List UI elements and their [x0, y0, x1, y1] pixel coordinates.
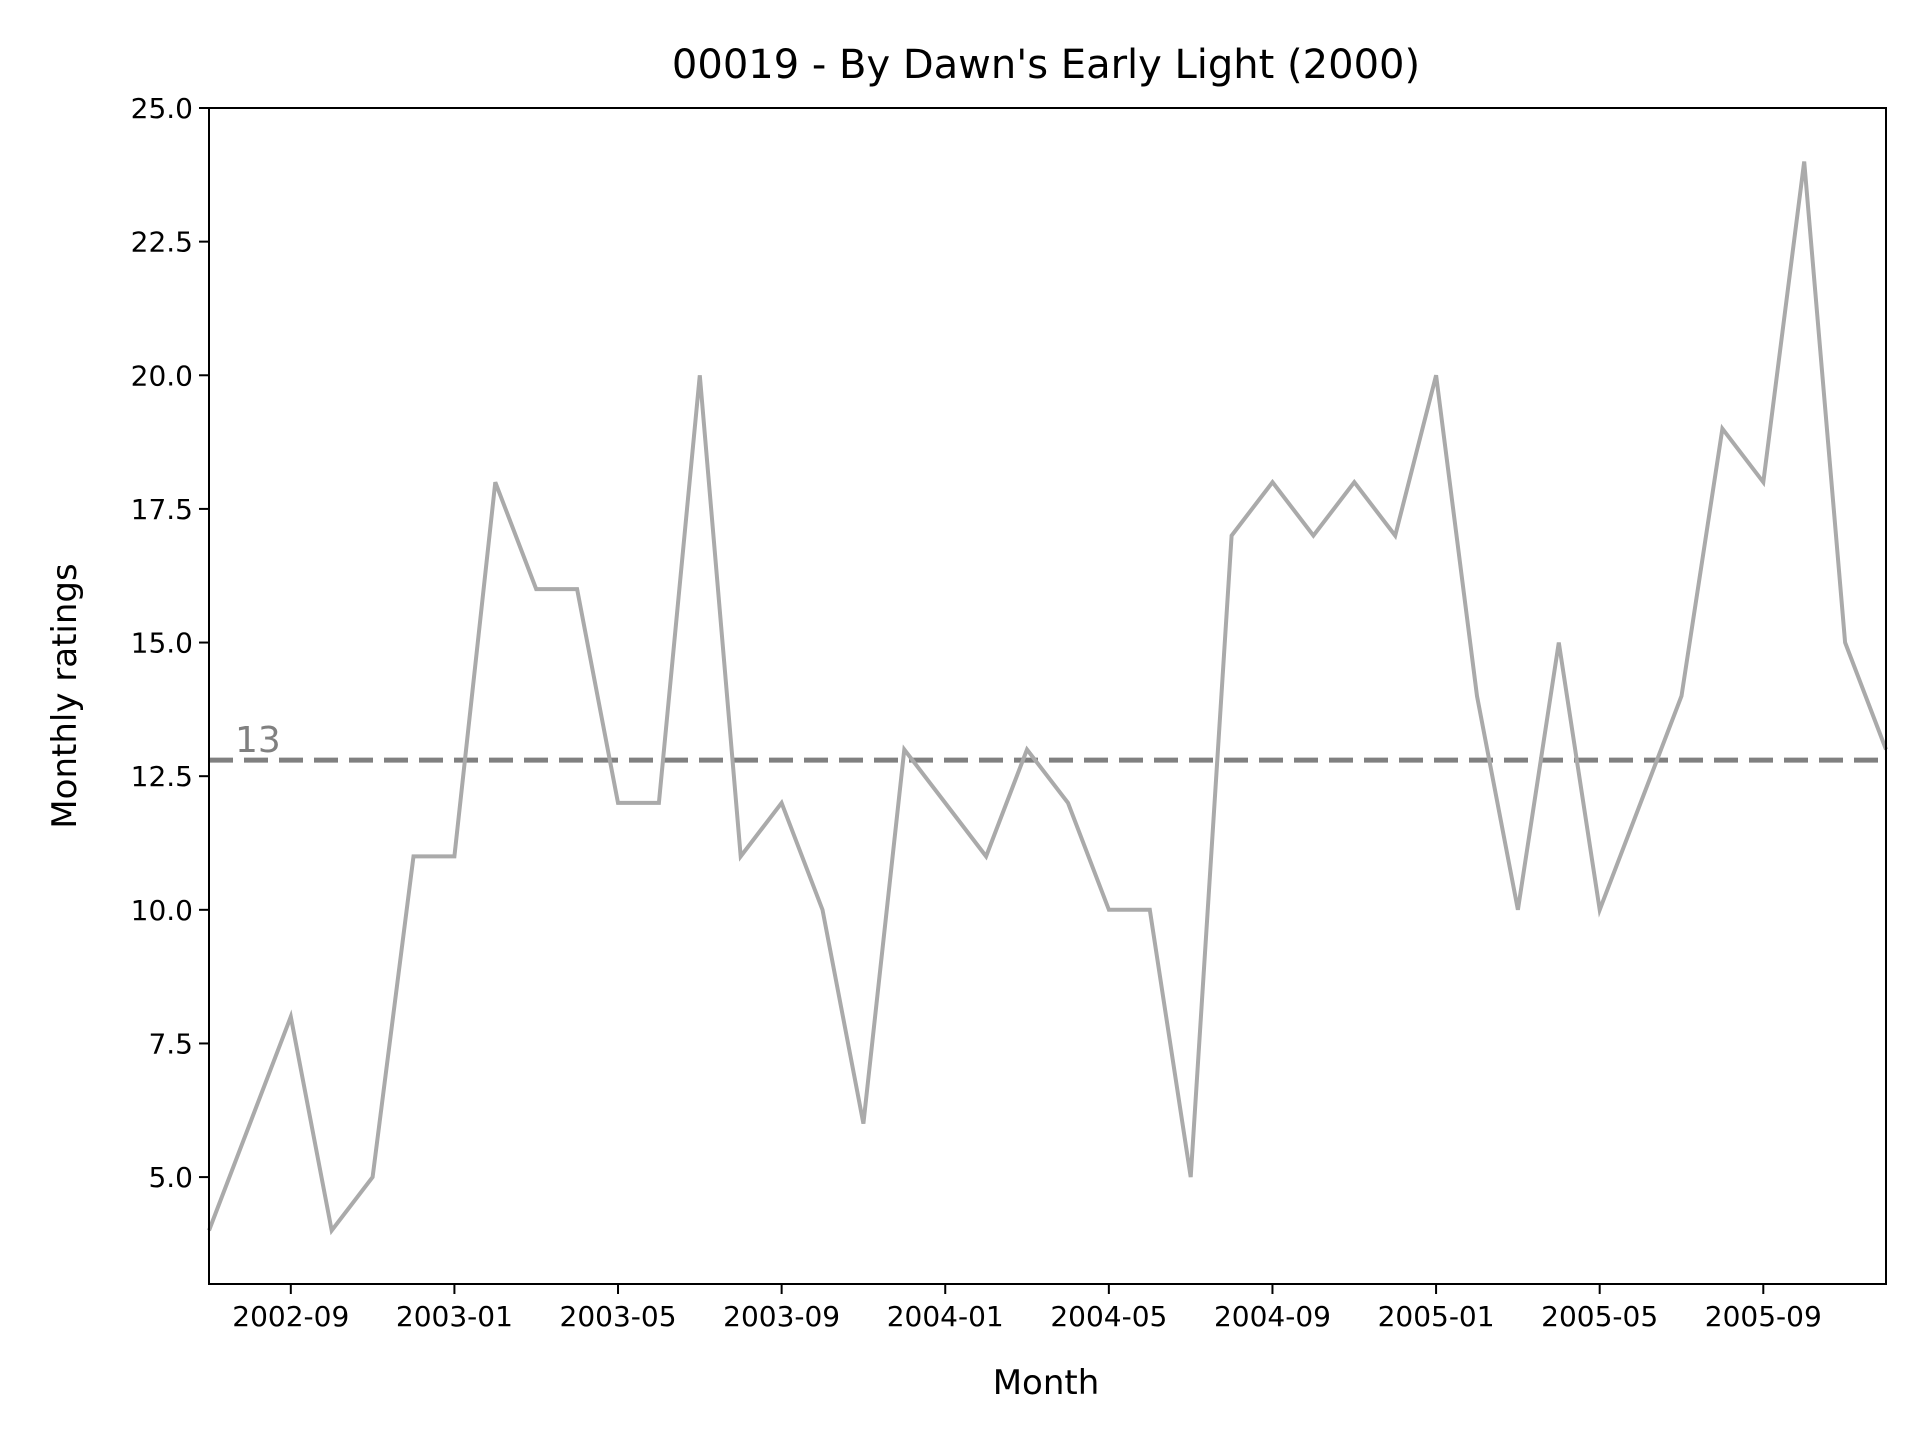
y-tick-label: 10.0: [131, 894, 193, 927]
x-axis-label: Month: [993, 1363, 1100, 1403]
y-tick-label: 20.0: [131, 359, 193, 392]
y-axis-label: Monthly ratings: [45, 563, 85, 828]
chart-title: 00019 - By Dawn's Early Light (2000): [672, 42, 1420, 88]
plot-frame: [208, 107, 1887, 1285]
series-line-0: [207, 161, 1888, 1236]
y-tick-label: 25.0: [131, 92, 193, 125]
x-tick-label: 2005-01: [1378, 1300, 1495, 1333]
plot-area: 13: [207, 161, 1888, 1236]
x-tick-label: 2005-05: [1541, 1300, 1658, 1333]
x-tick-label: 2003-05: [560, 1300, 677, 1333]
y-tick-label: 15.0: [131, 627, 193, 660]
y-axis: 5.0 7.5 10.0 12.5 15.0 17.5 20.0 22.5 25.0: [131, 92, 209, 1194]
y-tick-label: 7.5: [148, 1027, 193, 1060]
y-tick-label: 17.5: [131, 493, 193, 526]
x-tick-label: 2002-09: [232, 1300, 349, 1333]
x-tick-label: 2003-09: [723, 1300, 840, 1333]
reference-line-label: 13: [235, 720, 281, 761]
x-tick-label: 2004-01: [887, 1300, 1004, 1333]
y-tick-label: 12.5: [131, 760, 193, 793]
x-axis: 2002-09 2003-01 2003-05 2003-09 2004-01 2004-…: [232, 1284, 1822, 1333]
x-tick-label: 2003-01: [396, 1300, 513, 1333]
x-tick-label: 2004-05: [1050, 1300, 1167, 1333]
x-tick-label: 2004-09: [1214, 1300, 1331, 1333]
x-tick-label: 2005-09: [1705, 1300, 1822, 1333]
y-tick-label: 22.5: [131, 226, 193, 259]
y-tick-label: 5.0: [148, 1161, 193, 1194]
